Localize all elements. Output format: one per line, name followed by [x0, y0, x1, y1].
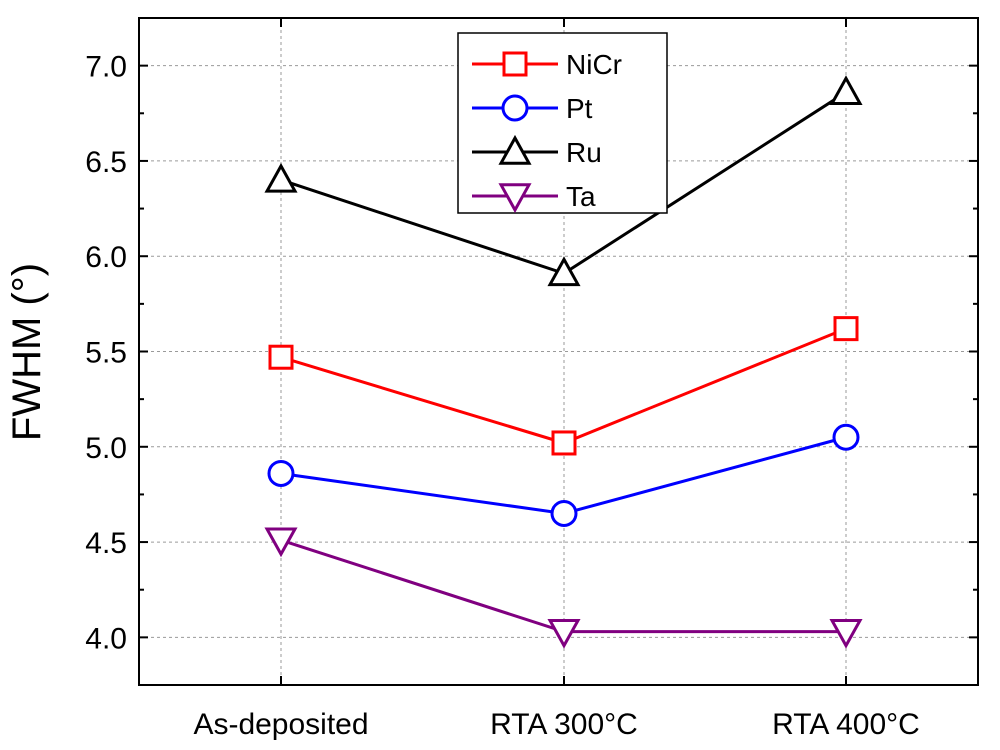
series-pt [267, 423, 860, 527]
series-ta [264, 527, 863, 649]
axes: 4.0 4.5 5.0 5.5 6.0 6.5 7.0 As-deposited RTA 300… [85, 17, 978, 741]
data-point-nicr [833, 316, 859, 342]
legend-entry-pt: Pt [472, 93, 593, 124]
x-tick-label: As-deposited [193, 708, 368, 741]
x-tick-label: RTA 300°C [490, 708, 638, 741]
legend-marker [498, 134, 532, 165]
x-tick-label: RTA 400°C [772, 708, 920, 741]
legend-box [457, 32, 668, 214]
y-tick-label: 5.0 [85, 432, 127, 465]
legend-entry-ru: Ru [472, 134, 602, 168]
legend-label: Ta [566, 181, 596, 212]
legend-label: Ru [566, 137, 602, 168]
series-layer [264, 75, 863, 649]
y-tick-label: 6.0 [85, 241, 127, 274]
legend-marker [502, 51, 528, 77]
legend-label: Pt [566, 93, 593, 124]
data-point-ta [547, 618, 581, 649]
legend-label: NiCr [566, 49, 622, 80]
data-point-pt [267, 459, 295, 487]
data-point-ru [264, 162, 298, 193]
data-point-ta [264, 527, 298, 558]
legend: NiCr Pt Ru Ta [457, 32, 668, 214]
series-nicr [268, 316, 859, 456]
legend-entry-ta: Ta [472, 181, 596, 214]
data-point-ru [547, 256, 581, 287]
legend-entry-nicr: NiCr [472, 49, 622, 80]
legend-marker [498, 183, 532, 214]
data-point-pt [550, 499, 578, 527]
data-point-ta [829, 618, 863, 649]
data-point-pt [832, 423, 860, 451]
series-ru [264, 75, 863, 287]
y-axis-title: FWHM (°) [5, 263, 49, 441]
legend-marker [501, 94, 529, 122]
y-tick-label: 4.0 [85, 622, 127, 655]
y-tick-label: 5.5 [85, 337, 127, 370]
data-point-ru [829, 75, 863, 106]
data-point-nicr [268, 344, 294, 370]
data-point-nicr [551, 430, 577, 456]
y-tick-label: 4.5 [85, 527, 127, 560]
y-tick-label: 7.0 [85, 51, 127, 84]
y-tick-label: 6.5 [85, 146, 127, 179]
